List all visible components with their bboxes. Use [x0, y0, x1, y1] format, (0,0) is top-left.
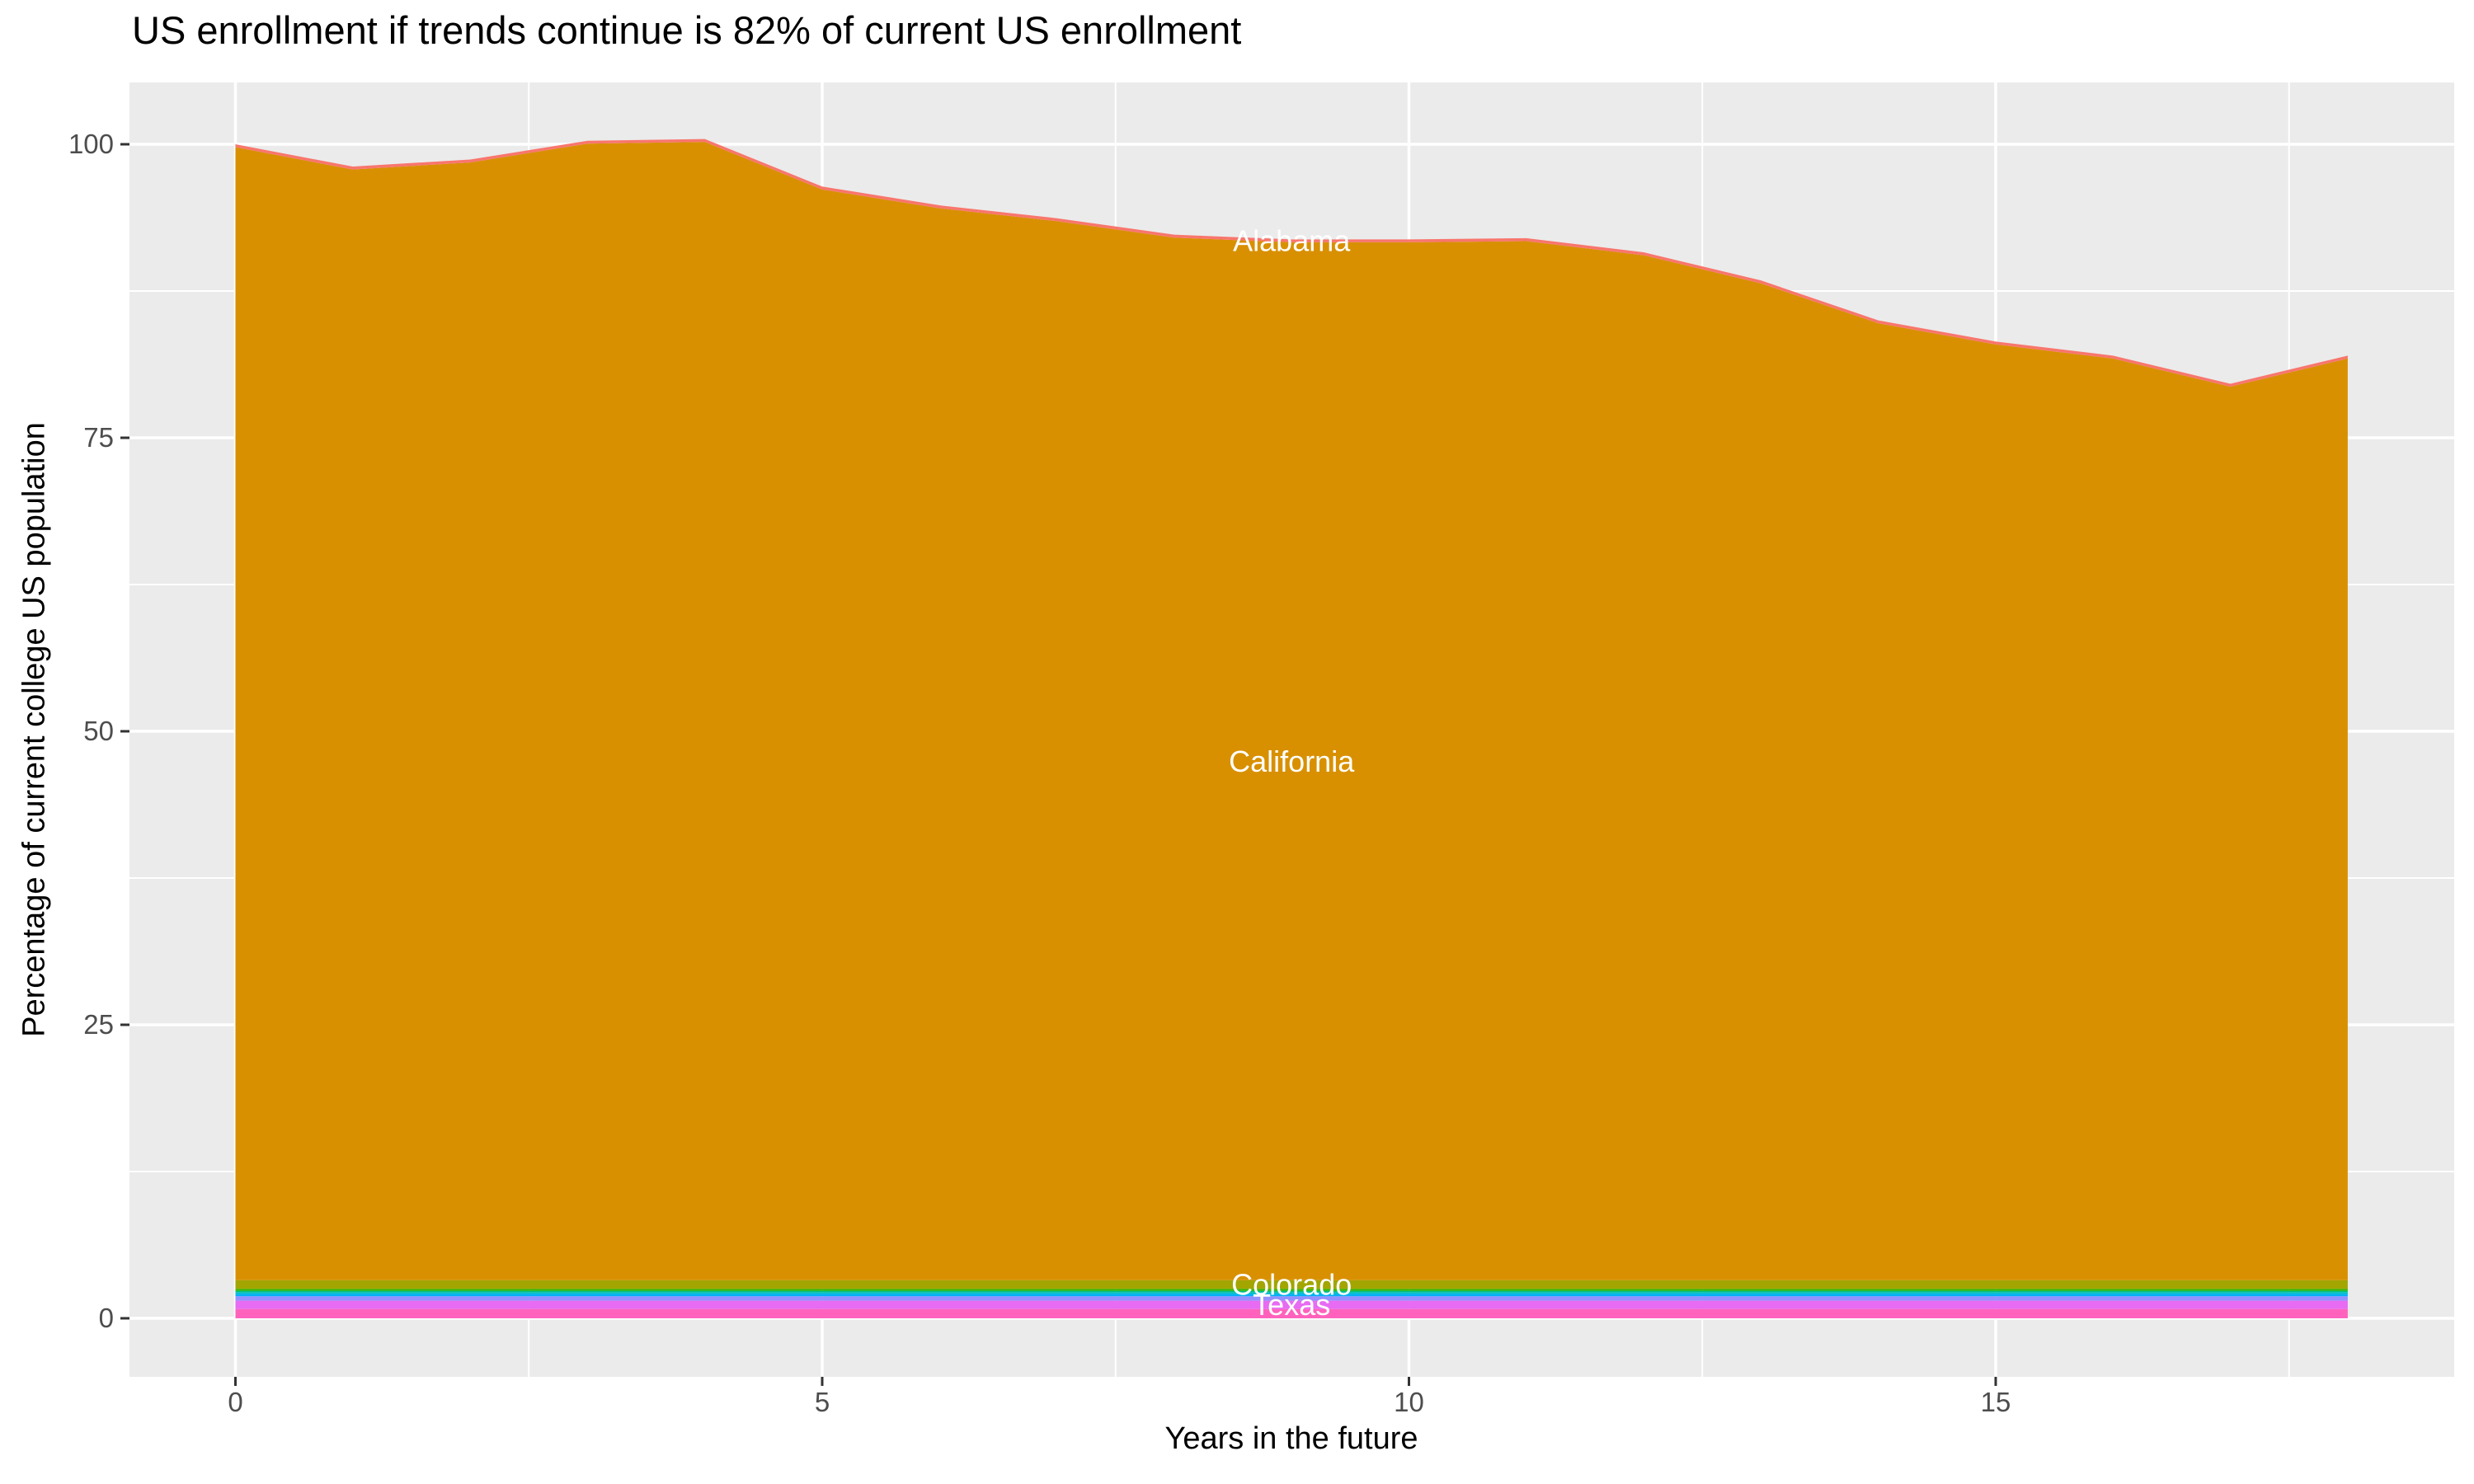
area-unlabeled-teal-band — [235, 1290, 2348, 1293]
x-tick-label-10: 10 — [1394, 1387, 1424, 1417]
x-tick-label-5: 5 — [814, 1387, 830, 1417]
area-texas — [235, 1300, 2348, 1309]
x-tick-label-0: 0 — [228, 1387, 243, 1417]
area-label-california: California — [1229, 744, 1355, 778]
axis-tick-marks — [120, 143, 1997, 1386]
area-alabama — [235, 139, 2348, 387]
area-unlabeled-green-band — [235, 1289, 2348, 1291]
area-california — [235, 142, 2348, 1280]
area-unlabeled-cyan-band — [235, 1292, 2348, 1294]
area-series — [235, 139, 2348, 1318]
y-tick-label-50: 50 — [83, 716, 114, 746]
y-tick-label-0: 0 — [98, 1303, 114, 1333]
area-colorado — [235, 1280, 2348, 1289]
area-unlabeled-blue-band — [235, 1294, 2348, 1297]
y-tick-label-25: 25 — [83, 1009, 114, 1040]
y-tick-label-100: 100 — [68, 129, 114, 159]
x-tick-label-15: 15 — [1980, 1387, 2011, 1417]
area-label-colorado: Colorado — [1231, 1267, 1352, 1301]
plot-title: US enrollment if trends continue is 82% … — [132, 8, 1242, 52]
area-unlabeled-periwinkle-band — [235, 1296, 2348, 1301]
area-label-texas: Texas — [1253, 1288, 1330, 1322]
area-label-alabama: Alabama — [1233, 224, 1351, 258]
y-tick-label-75: 75 — [83, 422, 114, 453]
x-axis-title: Years in the future — [1164, 1421, 1418, 1456]
area-unlabeled-pink-band — [235, 1308, 2348, 1318]
